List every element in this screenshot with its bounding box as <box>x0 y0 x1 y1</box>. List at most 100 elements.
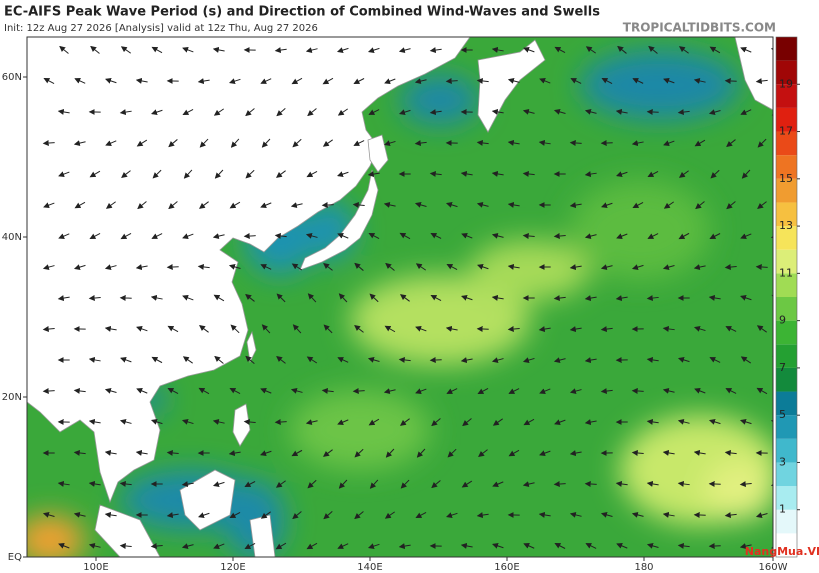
arrow <box>398 109 411 116</box>
arrow <box>569 388 582 395</box>
arrow <box>119 542 132 549</box>
arrow <box>368 233 380 239</box>
arrow <box>398 47 411 54</box>
arrow <box>88 295 101 302</box>
arrow <box>648 45 658 54</box>
arrow <box>646 108 659 115</box>
arrow <box>182 233 194 239</box>
arrow <box>616 171 628 178</box>
arrow <box>414 78 427 85</box>
arrow <box>384 511 395 519</box>
arrow <box>646 542 659 549</box>
arrow <box>352 201 365 208</box>
arrow <box>491 108 504 115</box>
arrow <box>384 325 396 333</box>
arrow <box>601 202 613 209</box>
init-text: Init: 12z Aug 27 2026 [Analysis] valid a… <box>4 23 318 34</box>
lat-label: 20N <box>2 392 22 403</box>
arrow <box>119 109 132 116</box>
arrow <box>523 543 535 549</box>
arrow <box>617 45 627 54</box>
arrow <box>292 138 302 148</box>
arrow <box>337 233 349 239</box>
arrow <box>151 109 163 116</box>
arrow <box>554 419 566 425</box>
arrow <box>631 140 644 147</box>
arrow <box>119 480 132 487</box>
arrow <box>337 108 349 116</box>
arrow <box>354 262 364 271</box>
arrow <box>243 233 256 240</box>
colorbar-swatch <box>776 391 797 416</box>
arrow <box>460 357 473 364</box>
arrow <box>399 418 410 426</box>
arrow <box>710 169 720 179</box>
arrow <box>275 480 286 488</box>
colorbar-swatch <box>776 131 797 156</box>
arrow <box>136 326 148 332</box>
colorbar-swatch <box>776 202 797 227</box>
arrow <box>662 325 675 332</box>
colorbar-label: 17 <box>779 125 793 138</box>
arrow <box>183 169 193 179</box>
arrow <box>445 325 458 332</box>
arrow <box>213 543 225 549</box>
arrow <box>461 294 473 301</box>
arrow <box>663 201 675 209</box>
arrow <box>677 480 690 487</box>
arrow <box>461 233 473 239</box>
arrow <box>739 481 752 488</box>
colorbar-swatch <box>776 438 797 463</box>
arrow <box>120 232 132 240</box>
arrow <box>182 356 193 364</box>
arrow <box>507 77 520 84</box>
arrow <box>632 202 644 209</box>
arrow <box>631 449 644 456</box>
arrow <box>323 324 333 334</box>
colorbar-swatch <box>776 178 797 203</box>
arrow <box>88 418 101 425</box>
arrow <box>74 78 86 84</box>
arrow <box>88 480 101 487</box>
arrow <box>367 356 380 363</box>
arrow <box>693 325 706 332</box>
arrow <box>491 294 504 301</box>
arrow <box>569 511 582 518</box>
arrow <box>756 387 768 395</box>
colorbar-label: 19 <box>779 77 793 90</box>
arrow <box>647 170 659 178</box>
lon-label: 160E <box>494 562 519 573</box>
arrow <box>522 232 535 239</box>
arrow <box>429 170 442 177</box>
arrow <box>446 388 458 394</box>
arrow <box>105 77 117 84</box>
arrow <box>585 46 596 54</box>
arrow <box>105 201 116 209</box>
arrow <box>492 542 504 549</box>
arrow <box>678 46 689 54</box>
arrow <box>538 511 551 518</box>
lat-label: 40N <box>2 232 22 243</box>
arrow <box>569 264 582 271</box>
arrow <box>615 480 628 487</box>
lon-label: 140E <box>357 562 382 573</box>
arrow <box>385 448 395 458</box>
arrow <box>307 479 317 489</box>
arrow <box>199 325 209 333</box>
arrow <box>569 326 582 333</box>
arrow <box>168 201 178 210</box>
arrow <box>274 232 287 239</box>
arrow <box>290 387 303 394</box>
colorbar-swatch <box>776 249 797 274</box>
map <box>27 37 773 557</box>
arrow <box>229 511 241 519</box>
arrow <box>646 356 659 363</box>
colorbar-swatch <box>776 155 797 179</box>
arrow <box>290 202 303 209</box>
arrow <box>724 449 737 456</box>
arrow <box>136 139 148 147</box>
arrow <box>57 480 70 487</box>
arrow <box>367 47 380 54</box>
arrow <box>121 170 131 179</box>
arrow <box>90 45 100 54</box>
